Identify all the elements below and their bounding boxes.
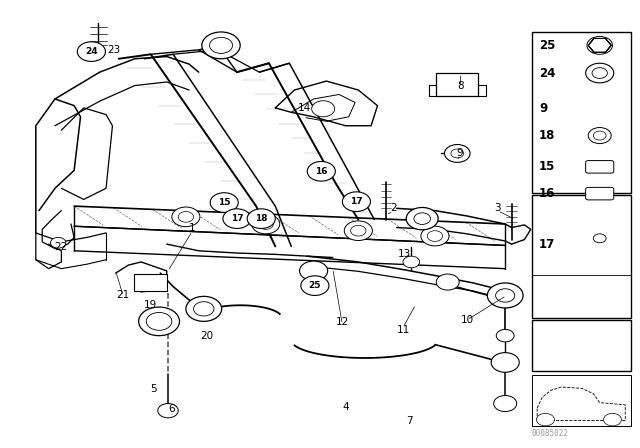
Circle shape [495, 289, 515, 302]
Circle shape [406, 207, 438, 230]
Circle shape [158, 404, 178, 418]
Circle shape [223, 209, 251, 228]
Text: 15: 15 [218, 198, 230, 207]
Text: 18: 18 [539, 129, 556, 142]
Circle shape [344, 221, 372, 241]
Text: 23: 23 [108, 45, 121, 55]
Text: 10: 10 [460, 315, 474, 325]
Circle shape [209, 37, 232, 53]
Text: 14: 14 [298, 103, 311, 113]
Circle shape [342, 192, 371, 211]
Circle shape [593, 234, 606, 243]
Circle shape [436, 274, 460, 290]
Text: 16: 16 [315, 167, 328, 176]
Text: 12: 12 [336, 317, 349, 327]
Circle shape [451, 149, 464, 158]
Text: 8: 8 [457, 82, 464, 91]
Text: 5: 5 [150, 384, 157, 394]
Circle shape [202, 32, 240, 59]
Text: 11: 11 [396, 325, 410, 335]
Circle shape [586, 63, 614, 83]
Text: 9: 9 [539, 102, 547, 115]
Text: 3: 3 [494, 203, 501, 213]
Bar [532, 32, 631, 193]
Circle shape [428, 231, 443, 241]
Circle shape [421, 226, 449, 246]
Circle shape [210, 193, 238, 212]
Circle shape [247, 209, 275, 228]
Text: 21: 21 [116, 289, 130, 300]
Circle shape [139, 307, 179, 336]
Text: 13: 13 [397, 250, 411, 259]
Text: 4: 4 [342, 402, 349, 412]
Circle shape [307, 161, 335, 181]
Text: 17: 17 [350, 197, 363, 206]
Text: 25: 25 [308, 281, 321, 290]
FancyBboxPatch shape [586, 187, 614, 200]
Circle shape [193, 302, 214, 316]
Bar [134, 274, 167, 291]
Circle shape [604, 414, 621, 426]
Text: 9: 9 [456, 147, 463, 158]
Circle shape [312, 101, 335, 117]
Circle shape [491, 353, 519, 372]
Circle shape [487, 283, 523, 308]
Text: 1: 1 [189, 224, 196, 233]
Text: 17: 17 [539, 237, 556, 250]
Text: 00085022: 00085022 [531, 429, 568, 439]
Circle shape [172, 207, 200, 227]
Circle shape [301, 276, 329, 296]
Circle shape [403, 256, 420, 268]
Circle shape [300, 261, 328, 281]
Circle shape [178, 211, 193, 222]
Text: 24: 24 [85, 47, 98, 56]
Text: 25: 25 [539, 39, 556, 52]
Circle shape [252, 214, 280, 234]
Text: 2: 2 [390, 203, 397, 213]
Text: 20: 20 [200, 331, 213, 340]
Circle shape [258, 219, 273, 229]
Circle shape [147, 312, 172, 330]
Text: 7: 7 [406, 416, 413, 426]
Circle shape [51, 237, 66, 248]
Text: 19: 19 [143, 300, 157, 310]
Circle shape [587, 36, 612, 54]
Text: 22: 22 [55, 242, 68, 252]
Bar [532, 195, 631, 318]
Text: 17: 17 [230, 214, 243, 223]
Text: 24: 24 [539, 67, 556, 80]
Bar [532, 375, 631, 426]
Circle shape [592, 68, 607, 78]
Text: 16: 16 [539, 187, 556, 200]
Circle shape [536, 414, 554, 426]
FancyBboxPatch shape [586, 160, 614, 173]
Text: 18: 18 [255, 214, 268, 223]
Circle shape [496, 329, 514, 342]
Text: 15: 15 [539, 160, 556, 173]
Circle shape [186, 296, 221, 321]
Circle shape [77, 42, 106, 61]
Bar [436, 73, 477, 96]
Circle shape [593, 131, 606, 140]
Circle shape [497, 359, 513, 370]
Circle shape [493, 396, 516, 412]
Circle shape [414, 213, 431, 224]
Circle shape [351, 225, 366, 236]
Circle shape [588, 128, 611, 144]
Circle shape [445, 145, 470, 162]
Text: 6: 6 [168, 405, 175, 414]
Bar [532, 320, 631, 371]
